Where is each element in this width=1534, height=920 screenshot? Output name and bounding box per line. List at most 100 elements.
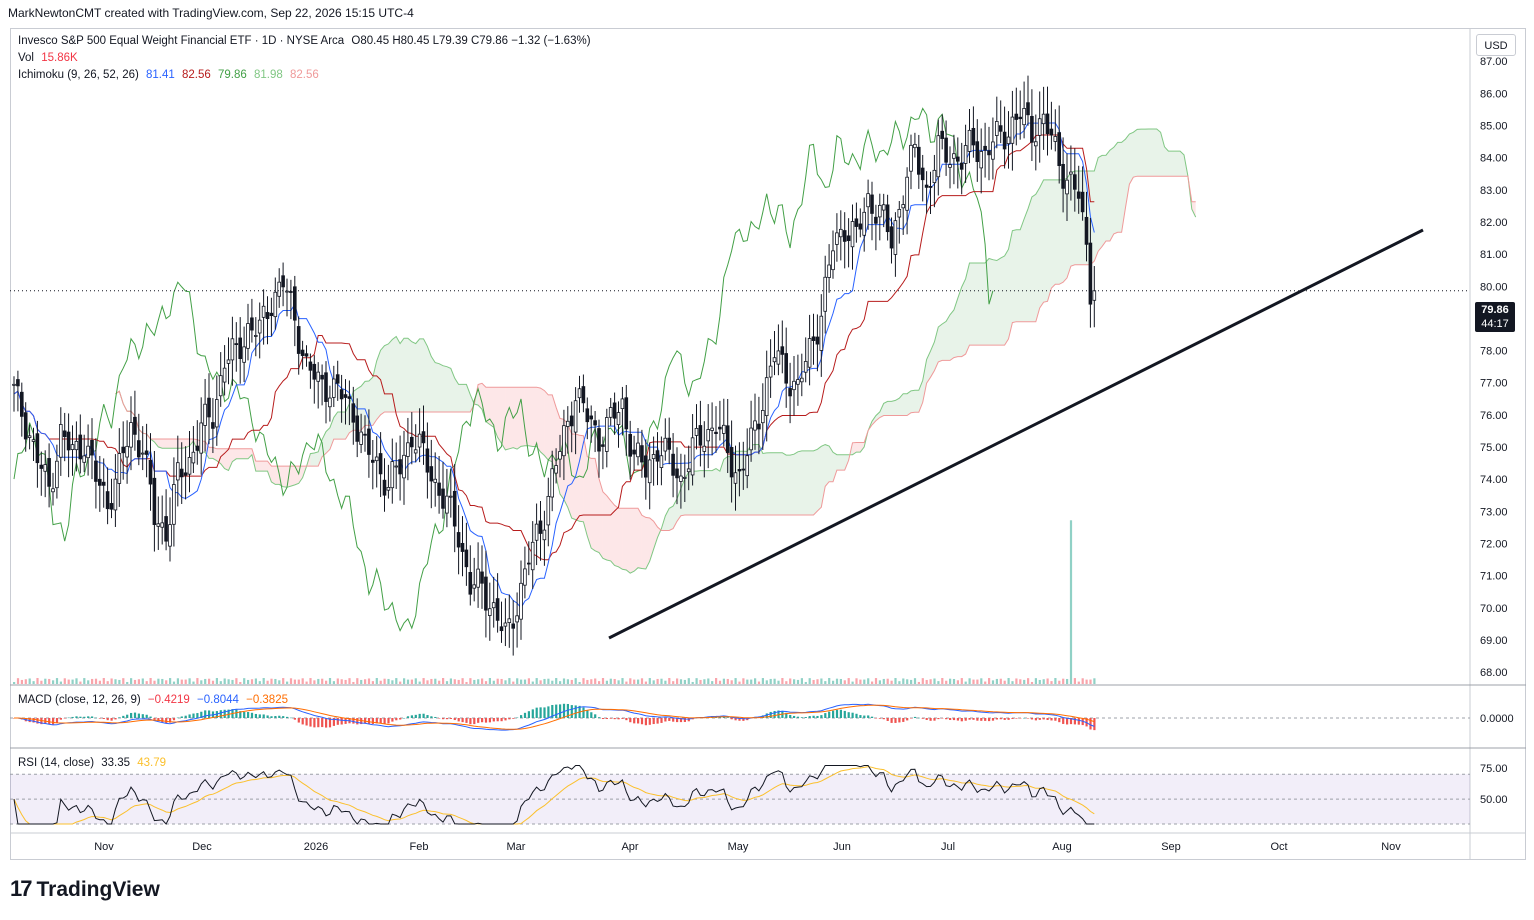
macd-histogram-bar	[336, 718, 339, 725]
rsi-ma-value: 43.79	[137, 757, 167, 769]
candle-body	[862, 211, 866, 236]
macd-histogram-bar	[1023, 717, 1026, 719]
macd-histogram-bar	[430, 716, 433, 718]
tradingview-brand[interactable]: 17 TradingView	[10, 876, 160, 902]
ohlc-values: O80.45 H80.45 L79.39 C79.86 −1.32 (−1.63…	[351, 35, 591, 47]
volume-bar	[535, 678, 538, 684]
candle-body	[1018, 116, 1022, 120]
macd-histogram-bar	[855, 713, 858, 718]
ichimoku-legend[interactable]: Ichimoku (9, 26, 52, 26) 81.41 82.56 79.…	[18, 69, 323, 81]
candle-body	[70, 444, 75, 450]
volume-bar	[496, 678, 499, 684]
cloud-segment	[634, 508, 638, 572]
volume-bar	[438, 680, 441, 684]
macd-histogram-bar	[613, 718, 616, 720]
volume-bar	[738, 681, 741, 684]
macd-histogram-bar	[122, 715, 125, 718]
volume-bar	[664, 680, 667, 684]
cloud-segment	[513, 387, 518, 450]
candle-body	[1022, 108, 1026, 126]
macd-histogram-bar	[625, 718, 628, 721]
macd-histogram-bar	[598, 717, 601, 718]
cloud-segment	[1152, 129, 1157, 177]
candle-body	[1088, 242, 1093, 305]
macd-histogram-bar	[785, 712, 788, 718]
symbol-legend[interactable]: Invesco S&P 500 Equal Weight Financial E…	[18, 35, 595, 47]
macd-histogram-bar	[473, 718, 476, 725]
candle-body	[624, 397, 629, 430]
macd-histogram-bar	[988, 718, 991, 722]
macd-legend[interactable]: MACD (close, 12, 26, 9) −0.4219 −0.8044 …	[18, 694, 292, 706]
macd-histogram-bar	[972, 718, 975, 720]
cloud-segment	[751, 444, 755, 516]
volume-bar	[328, 678, 332, 684]
volume-bar	[231, 679, 234, 684]
macd-histogram-bar	[289, 717, 293, 719]
price-axis-tick: 83.00	[1480, 185, 1508, 197]
candle-body	[566, 420, 570, 427]
candle-body	[530, 541, 535, 571]
volume-bar	[988, 678, 991, 684]
candle-body	[109, 503, 114, 510]
candle-body	[382, 479, 387, 496]
macd-histogram-bar	[301, 718, 304, 725]
macd-histogram-bar	[925, 718, 928, 720]
cloud-segment	[626, 508, 631, 574]
volume-bar	[874, 678, 878, 684]
cloud-segment	[466, 384, 471, 412]
cloud-segment	[762, 452, 767, 516]
volume-bar	[235, 678, 238, 684]
candle-body	[207, 397, 211, 418]
volume-bar	[808, 678, 811, 684]
macd-histogram-bar	[796, 716, 800, 718]
currency-button[interactable]: USD	[1476, 34, 1516, 56]
ichimoku-chikou-line	[13, 107, 994, 632]
cloud-segment	[591, 458, 596, 551]
macd-histogram-bar	[800, 717, 803, 718]
cloud-segment	[431, 356, 436, 412]
cloud-segment	[579, 435, 584, 522]
macd-histogram-bar	[403, 717, 406, 719]
cloud-segment	[840, 454, 845, 471]
ichimoku-kijun-value: 82.56	[182, 69, 211, 81]
ichimoku-senkou-b-line	[115, 175, 1196, 531]
candle-body	[792, 380, 796, 391]
volume-legend[interactable]: Vol 15.86K	[18, 52, 82, 64]
candle-body	[359, 431, 363, 445]
candle-body	[214, 399, 219, 428]
rsi-legend[interactable]: RSI (14, close) 33.35 43.79	[18, 757, 170, 769]
volume-bar	[570, 679, 573, 684]
macd-histogram-bar	[828, 711, 831, 718]
rsi-label: RSI (14, close)	[18, 757, 95, 769]
macd-label: MACD (close, 12, 26, 9)	[18, 694, 141, 706]
macd-histogram-bar	[1069, 718, 1073, 725]
volume-bar	[718, 680, 722, 684]
time-axis-tick: Jul	[941, 841, 955, 853]
volume-bar	[1042, 679, 1045, 684]
volume-bar	[574, 678, 577, 684]
macd-histogram-bar	[317, 718, 320, 728]
volume-bar	[122, 678, 125, 684]
volume-bar	[855, 678, 858, 684]
volume-bar	[137, 679, 140, 684]
volume-bar	[286, 681, 289, 684]
cloud-segment	[1012, 229, 1017, 323]
cloud-segment	[860, 442, 865, 453]
volume-bar	[336, 678, 339, 684]
macd-histogram-bar	[617, 718, 620, 720]
ichimoku-tenkan-value: 81.41	[146, 69, 175, 81]
volume-bar	[309, 678, 312, 684]
macd-histogram-bar	[71, 716, 74, 718]
volume-bar	[715, 678, 718, 684]
candle-body	[913, 143, 917, 149]
candle-body	[269, 312, 274, 317]
volume-bar	[481, 678, 484, 684]
macd-histogram-bar	[414, 714, 417, 718]
macd-histogram-bar	[418, 713, 421, 718]
macd-histogram-bar	[1093, 718, 1096, 731]
macd-histogram-bar	[574, 705, 577, 718]
cloud-segment	[1133, 129, 1138, 178]
macd-histogram-bar	[352, 718, 355, 724]
cloud-segment	[1090, 170, 1095, 265]
